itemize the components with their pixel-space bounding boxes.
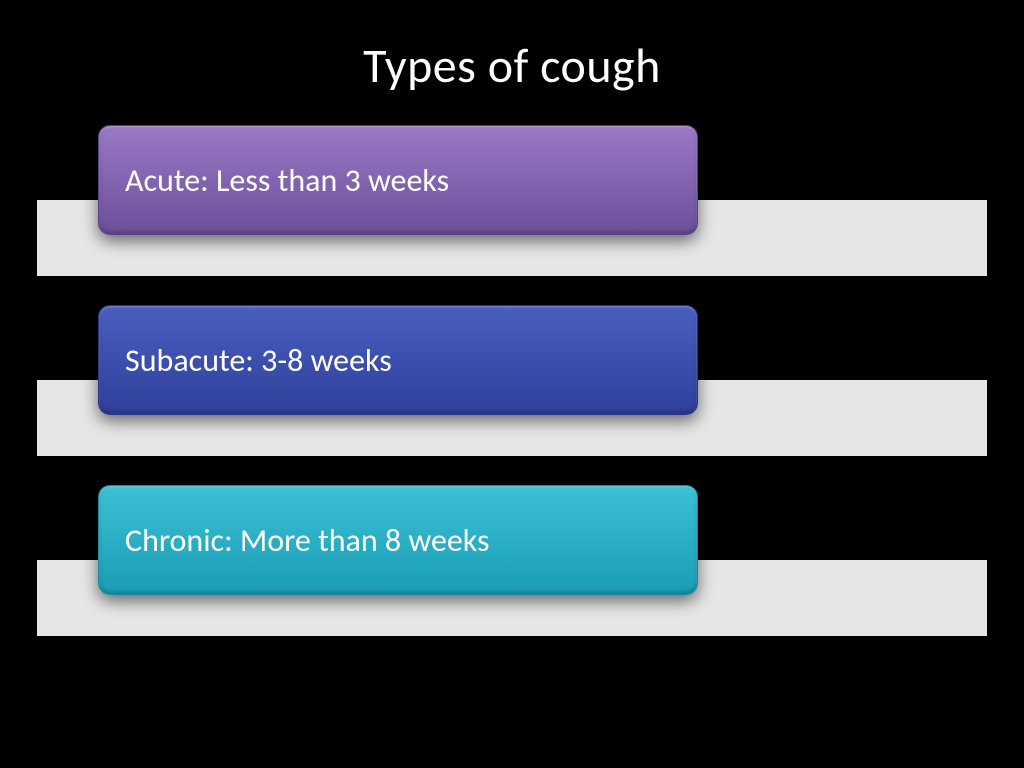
item-row-subacute: Subacute: 3-8 weeks: [36, 305, 988, 475]
slide-title: Types of cough: [0, 0, 1024, 125]
item-row-acute: Acute: Less than 3 weeks: [36, 125, 988, 295]
pill-label: Acute: Less than 3 weeks: [125, 161, 449, 200]
pill-acute: Acute: Less than 3 weeks: [98, 125, 698, 235]
pill-label: Chronic: More than 8 weeks: [125, 521, 490, 560]
items-container: Acute: Less than 3 weeks Subacute: 3-8 w…: [0, 125, 1024, 655]
slide: Types of cough Acute: Less than 3 weeks …: [0, 0, 1024, 768]
pill-chronic: Chronic: More than 8 weeks: [98, 485, 698, 595]
pill-subacute: Subacute: 3-8 weeks: [98, 305, 698, 415]
item-row-chronic: Chronic: More than 8 weeks: [36, 485, 988, 655]
pill-label: Subacute: 3-8 weeks: [125, 341, 392, 380]
